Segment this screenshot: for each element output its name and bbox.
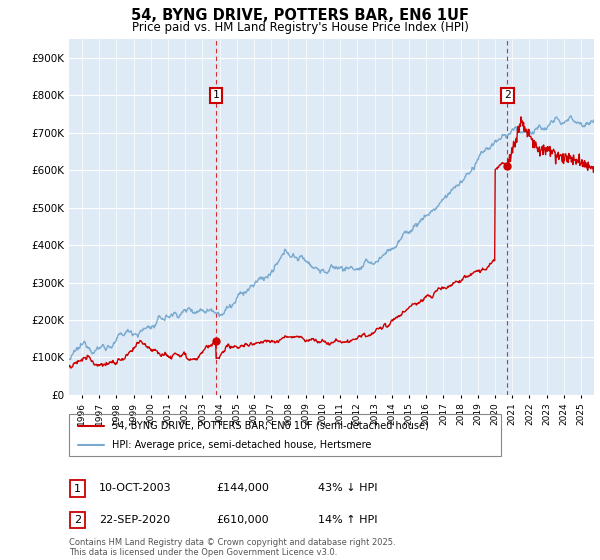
Text: 54, BYNG DRIVE, POTTERS BAR, EN6 1UF (semi-detached house): 54, BYNG DRIVE, POTTERS BAR, EN6 1UF (se… xyxy=(112,421,429,431)
Text: 1: 1 xyxy=(212,90,219,100)
Text: 2: 2 xyxy=(74,515,81,525)
Text: HPI: Average price, semi-detached house, Hertsmere: HPI: Average price, semi-detached house,… xyxy=(112,440,371,450)
FancyBboxPatch shape xyxy=(70,480,85,497)
Text: Price paid vs. HM Land Registry's House Price Index (HPI): Price paid vs. HM Land Registry's House … xyxy=(131,21,469,34)
Text: Contains HM Land Registry data © Crown copyright and database right 2025.
This d: Contains HM Land Registry data © Crown c… xyxy=(69,538,395,557)
Text: £610,000: £610,000 xyxy=(216,515,269,525)
Text: 43% ↓ HPI: 43% ↓ HPI xyxy=(318,483,377,493)
Text: 1: 1 xyxy=(74,484,81,493)
FancyBboxPatch shape xyxy=(70,512,85,528)
Text: 2: 2 xyxy=(504,90,511,100)
Text: 54, BYNG DRIVE, POTTERS BAR, EN6 1UF: 54, BYNG DRIVE, POTTERS BAR, EN6 1UF xyxy=(131,8,469,24)
Text: 22-SEP-2020: 22-SEP-2020 xyxy=(99,515,170,525)
Text: £144,000: £144,000 xyxy=(216,483,269,493)
Text: 10-OCT-2003: 10-OCT-2003 xyxy=(99,483,172,493)
Text: 14% ↑ HPI: 14% ↑ HPI xyxy=(318,515,377,525)
